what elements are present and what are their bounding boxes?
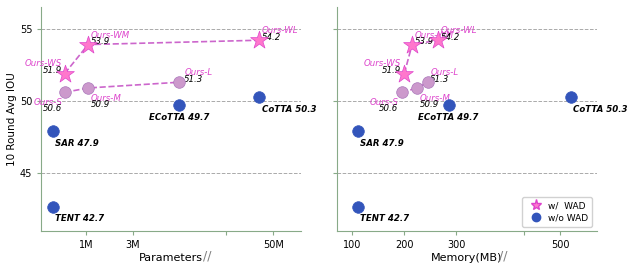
Point — [59, 90, 70, 94]
Text: //: // — [204, 249, 212, 262]
Text: Ours-S: Ours-S — [33, 98, 63, 107]
Text: Ours-L: Ours-L — [184, 68, 212, 77]
Point — [83, 42, 93, 47]
X-axis label: Memory(MB): Memory(MB) — [431, 253, 503, 263]
Point — [48, 129, 58, 134]
Point — [48, 204, 58, 209]
Text: 51.3: 51.3 — [184, 75, 204, 84]
Point — [422, 80, 433, 84]
Legend: w/  WAD, w/o WAD: w/ WAD, w/o WAD — [523, 197, 592, 227]
Text: 53.9: 53.9 — [415, 37, 434, 46]
Point — [352, 204, 362, 209]
Text: 54.2: 54.2 — [262, 33, 281, 42]
Text: 50.9: 50.9 — [420, 100, 439, 109]
Text: Ours-WL: Ours-WL — [441, 26, 477, 35]
Text: 50.9: 50.9 — [91, 100, 110, 109]
Text: //: // — [499, 249, 507, 262]
Text: ECoTTA 49.7: ECoTTA 49.7 — [149, 113, 210, 122]
Text: 51.9: 51.9 — [43, 66, 63, 75]
Text: SAR 47.9: SAR 47.9 — [360, 139, 404, 148]
Point — [407, 42, 417, 47]
Text: Ours-WL: Ours-WL — [262, 26, 298, 35]
Text: Ours-M: Ours-M — [91, 94, 121, 103]
Point — [83, 86, 93, 90]
Point — [412, 86, 422, 90]
Text: Ours-WS: Ours-WS — [25, 59, 63, 69]
Text: ECoTTA 49.7: ECoTTA 49.7 — [419, 113, 478, 122]
Point — [254, 94, 264, 99]
Text: 50.6: 50.6 — [43, 104, 63, 113]
X-axis label: Parameters: Parameters — [139, 253, 204, 263]
Text: 51.9: 51.9 — [382, 66, 401, 75]
Text: 53.9: 53.9 — [91, 37, 110, 46]
Point — [174, 80, 184, 84]
Text: Ours-WM: Ours-WM — [91, 31, 130, 39]
Y-axis label: 10 Round Avg IOU: 10 Round Avg IOU — [7, 72, 17, 166]
Point — [352, 129, 362, 134]
Text: Ours-WM: Ours-WM — [415, 31, 454, 39]
Point — [399, 71, 410, 76]
Point — [254, 38, 264, 42]
Text: 51.3: 51.3 — [430, 75, 450, 84]
Text: Ours-M: Ours-M — [420, 94, 451, 103]
Text: TENT 42.7: TENT 42.7 — [56, 214, 105, 223]
Text: 54.2: 54.2 — [441, 33, 460, 42]
Point — [433, 38, 443, 42]
Point — [174, 103, 184, 107]
Text: 50.6: 50.6 — [379, 104, 398, 113]
Text: CoTTA 50.3: CoTTA 50.3 — [262, 105, 316, 114]
Text: TENT 42.7: TENT 42.7 — [360, 214, 409, 223]
Text: Ours-S: Ours-S — [369, 98, 398, 107]
Text: Ours-WS: Ours-WS — [364, 59, 401, 69]
Point — [397, 90, 407, 94]
Text: SAR 47.9: SAR 47.9 — [56, 139, 99, 148]
Point — [566, 94, 576, 99]
Text: Ours-L: Ours-L — [430, 68, 459, 77]
Point — [59, 71, 70, 76]
Point — [443, 103, 454, 107]
Text: CoTTA 50.3: CoTTA 50.3 — [574, 105, 628, 114]
